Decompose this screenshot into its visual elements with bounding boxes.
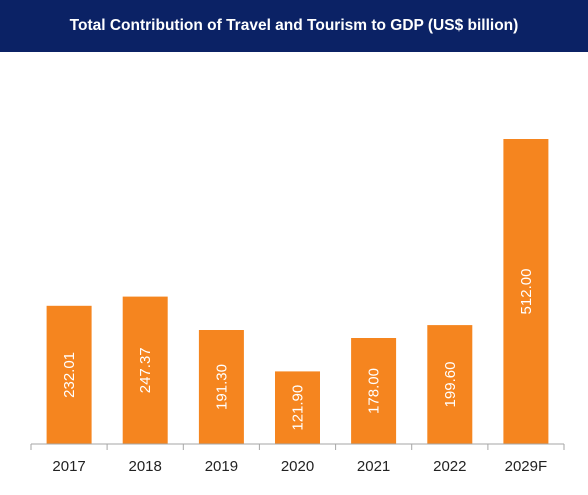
bar-2029f xyxy=(503,139,549,444)
bar-2017 xyxy=(46,305,92,444)
value-labels: 232.01 247.37 191.30 121.90 178.00 199.60 512.… xyxy=(61,269,535,431)
bar-2021 xyxy=(351,338,397,444)
chart-title: Total Contribution of Travel and Tourism… xyxy=(0,0,588,52)
bar-2019 xyxy=(198,330,244,444)
x-axis-ticks xyxy=(30,444,565,450)
category-label-2029f: 2029F xyxy=(505,458,548,475)
category-label-2021: 2021 xyxy=(357,458,390,475)
value-label-2019: 191.30 xyxy=(213,364,230,410)
value-label-2017: 232.01 xyxy=(61,352,78,398)
category-label-2020: 2020 xyxy=(281,458,314,475)
bar-2018 xyxy=(122,296,168,444)
value-label-2021: 178.00 xyxy=(366,368,383,414)
category-label-2019: 2019 xyxy=(205,458,238,475)
category-label-2018: 2018 xyxy=(129,458,162,475)
category-labels: 2017 2018 2019 2020 2021 2022 2029F xyxy=(52,458,547,475)
bars-group xyxy=(46,139,549,444)
bar-2022 xyxy=(427,325,473,444)
value-label-2022: 199.60 xyxy=(442,362,459,408)
bar-2020 xyxy=(275,371,320,444)
category-label-2017: 2017 xyxy=(52,458,85,475)
category-label-2022: 2022 xyxy=(433,458,466,475)
value-label-2020: 121.90 xyxy=(290,385,307,431)
value-label-2018: 247.37 xyxy=(137,347,154,393)
value-label-2029f: 512.00 xyxy=(518,269,535,315)
